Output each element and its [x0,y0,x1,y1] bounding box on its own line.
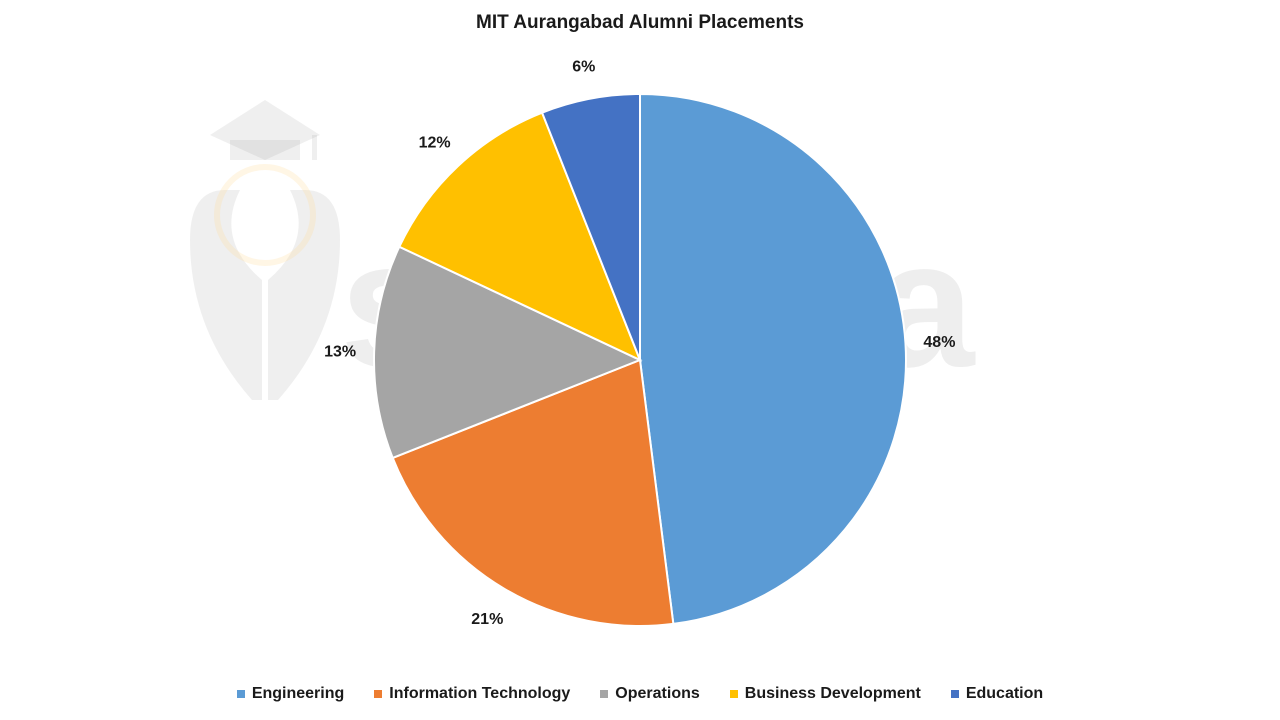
legend-label-information-technology: Information Technology [389,685,571,702]
graduation-cap-icon [190,100,340,400]
legend-swatch-business-development [729,690,738,698]
legend-item-business-development: Business Development [729,685,921,703]
pie-slice-business-development [397,111,642,362]
legend-label-education: Education [965,685,1044,702]
data-label-operations: 13% [324,344,356,361]
pie-slice-operations [373,245,643,460]
legend-swatch-information-technology [374,690,383,698]
legend-label-business-development: Business Development [744,685,921,702]
legend-item-information-technology: Information Technology [374,685,570,703]
chart-legend: Engineering Information Technology Operati… [0,685,1280,703]
legend-item-operations: Operations [600,685,700,703]
data-label-business-development: 12% [419,134,451,151]
watermark-ring [214,164,316,266]
legend-label-operations: Operations [615,685,700,702]
pie-slice-education [540,92,641,361]
data-label-information-technology: 21% [471,611,503,628]
chart-title: MIT Aurangabad Alumni Placements [476,12,804,33]
legend-swatch-engineering [236,690,245,698]
pie-slice-engineering [639,92,907,626]
data-label-engineering: 48% [923,334,955,351]
legend-label-engineering: Engineering [251,685,345,702]
pie-slice-information-technology [391,358,675,627]
legend-item-engineering: Engineering [236,685,345,703]
legend-swatch-operations [600,690,609,698]
legend-swatch-education [950,690,959,698]
legend-item-education: Education [950,685,1044,703]
data-label-education: 6% [572,58,595,75]
